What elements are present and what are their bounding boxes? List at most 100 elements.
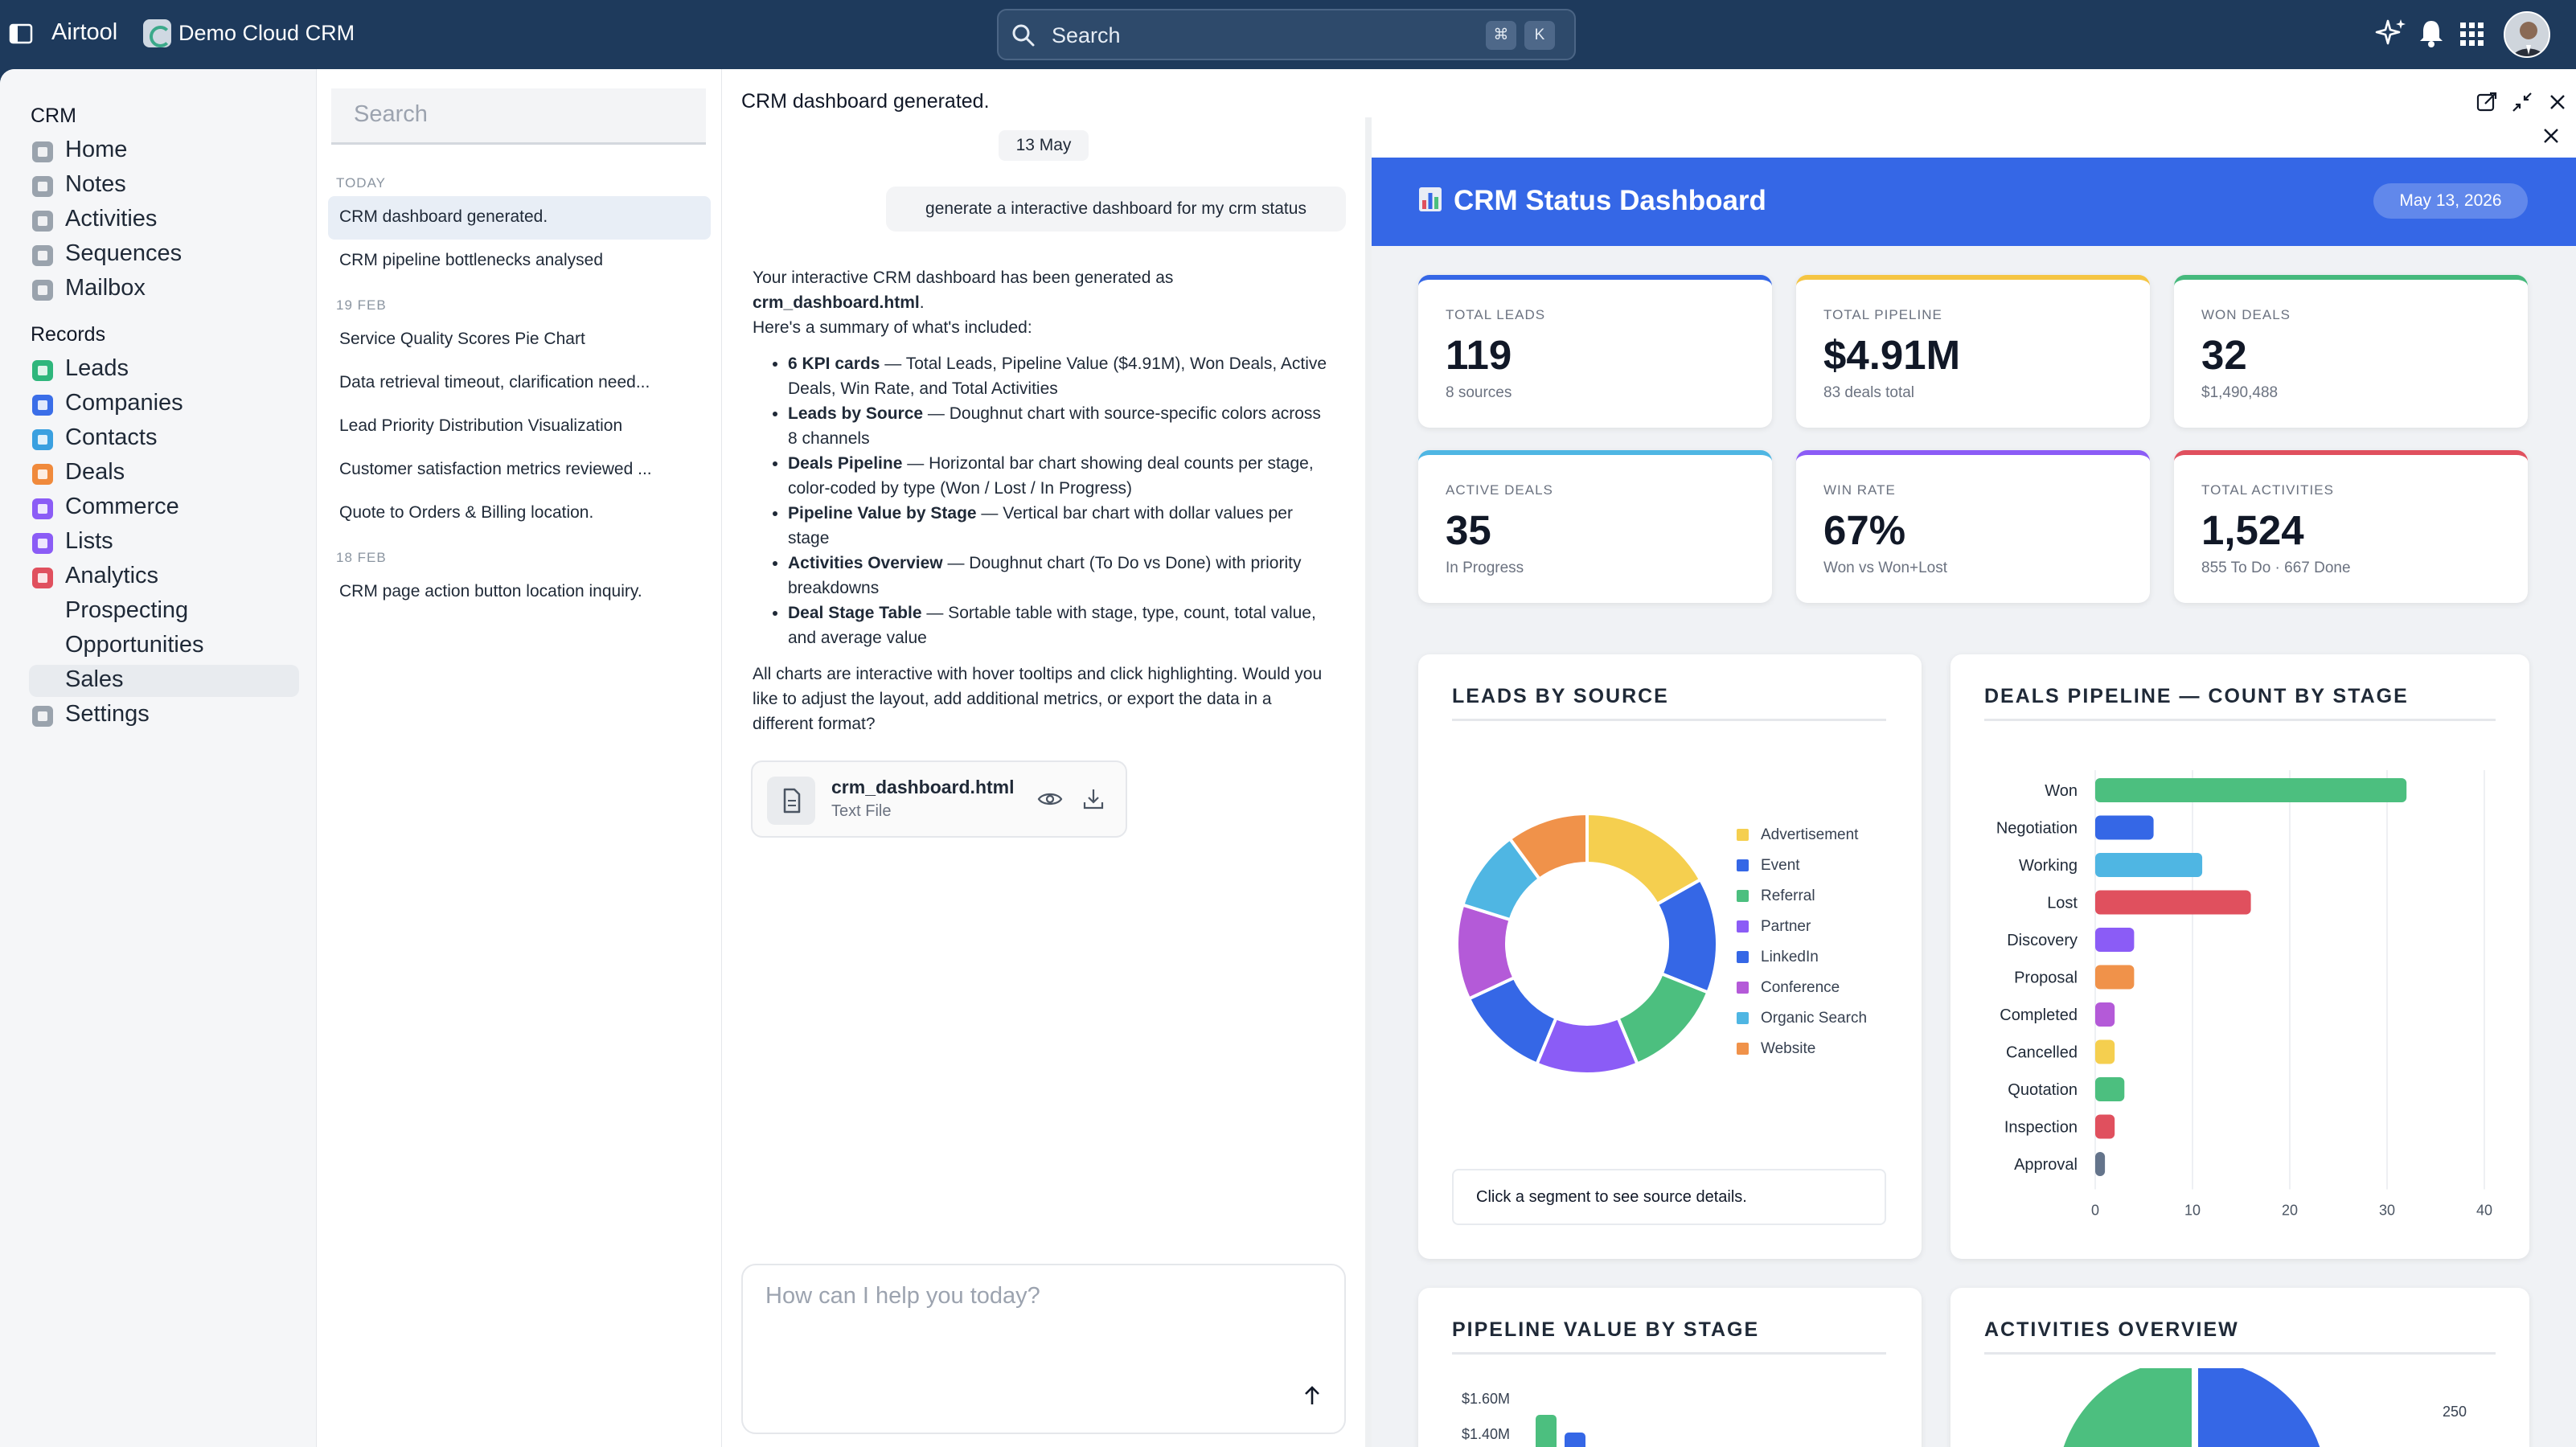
bell-icon[interactable] [2414, 16, 2449, 51]
nav-item-label: Activities [65, 206, 158, 232]
chat-item[interactable]: Lead Priority Distribution Visualization [339, 416, 623, 435]
nav-item-home[interactable]: Home [29, 135, 299, 167]
legend-swatch [1737, 920, 1749, 933]
bar-negotiation[interactable] [2095, 815, 2154, 840]
nav-item-analytics[interactable]: Analytics [29, 561, 299, 593]
category-label: Cancelled [2006, 1044, 2078, 1062]
chat-item[interactable]: Data retrieval timeout, clarification ne… [339, 373, 650, 391]
legend-label[interactable]: Advertisement [1761, 826, 1859, 843]
bullet-bold: Deal Stage Table [788, 604, 922, 622]
file-attachment-card[interactable]: crm_dashboard.html Text File [751, 760, 1127, 838]
chat-search-input[interactable]: Search [331, 88, 706, 145]
kpi-label: TOTAL ACTIVITIES [2201, 482, 2334, 498]
chat-item[interactable]: CRM pipeline bottlenecks analysed [339, 251, 604, 269]
workspace-name[interactable]: Demo Cloud CRM [178, 21, 355, 45]
chat-group-label: 19 FEB [336, 297, 387, 313]
reply-file-name: crm_dashboard.html [753, 293, 920, 312]
legend-label[interactable]: Referral [1761, 887, 1815, 904]
app-name: Airtool [51, 19, 118, 45]
collapse-icon[interactable] [2508, 88, 2536, 116]
nav-item-lists[interactable]: Lists [29, 527, 299, 559]
slice[interactable] [2063, 1368, 2192, 1447]
activities-donut-chart[interactable]: 250 [1950, 1368, 2529, 1447]
download-icon[interactable] [1079, 785, 1108, 814]
close-preview-icon[interactable] [2537, 122, 2565, 150]
composer-placeholder: How can I help you today? [765, 1283, 1040, 1309]
nav-item-sales[interactable]: Sales [29, 665, 299, 697]
bar-quotation[interactable] [2095, 1077, 2125, 1101]
legend-label[interactable]: Partner [1761, 918, 1811, 935]
bar-cancelled[interactable] [2095, 1039, 2115, 1064]
donut-slice-website[interactable] [1507, 811, 1589, 882]
pipeline-bar-chart[interactable]: 0 10 20 30 40 Won Negotiation Working Lost Discov… [1950, 735, 2529, 1249]
nav-item-opportunities[interactable]: Opportunities [29, 630, 299, 662]
bar-inspection[interactable] [2095, 1114, 2115, 1139]
eye-icon[interactable] [1036, 785, 1064, 814]
dashboard-title: CRM Status Dashboard [1418, 185, 1766, 217]
nav-item-deals[interactable]: Deals [29, 457, 299, 490]
slice[interactable] [2198, 1368, 2320, 1447]
legend-label[interactable]: Event [1761, 857, 1800, 874]
nav-heading-records: Records [31, 323, 106, 346]
conversation-scrollbar[interactable] [1365, 117, 1372, 1447]
bar-proposal[interactable] [2095, 965, 2135, 990]
bar-completed[interactable] [2095, 1002, 2115, 1027]
global-search[interactable]: Search ⌘ K [997, 9, 1576, 60]
legend-swatch [1737, 1043, 1749, 1055]
shortcut-key-cmd: ⌘ [1486, 21, 1516, 50]
chat-item[interactable]: Quote to Orders & Billing location. [339, 503, 594, 522]
kpi-card-win-rate[interactable]: WIN RATE 67% Won vs Won+Lost [1796, 450, 2150, 603]
chat-item[interactable]: Service Quality Scores Pie Chart [339, 330, 585, 348]
list-item: Pipeline Value by Stage — Vertical bar c… [788, 501, 1331, 551]
ai-sparkle-icon[interactable] [2373, 16, 2409, 51]
leads-donut-chart[interactable]: Advertisement Event Referral Partner LinkedI… [1418, 735, 1922, 1153]
card-divider [1452, 1352, 1886, 1355]
conversation-title: CRM dashboard generated. [741, 90, 990, 113]
legend-label[interactable]: Conference [1761, 979, 1840, 996]
kpi-card-active-deals[interactable]: ACTIVE DEALS 35 In Progress [1418, 450, 1772, 603]
bar[interactable] [1536, 1415, 1557, 1447]
nav-item-mailbox[interactable]: Mailbox [29, 273, 299, 305]
x-tick-label: 30 [2379, 1203, 2395, 1219]
kpi-card-won-deals[interactable]: WON DEALS 32 $1,490,488 [2174, 275, 2528, 428]
legend-label[interactable]: Organic Search [1761, 1010, 1867, 1027]
close-panel-icon[interactable] [2544, 88, 2571, 116]
bullet-bold: Activities Overview [788, 554, 943, 572]
nav-item-companies[interactable]: Companies [29, 388, 299, 420]
legend-swatch [1737, 1012, 1749, 1024]
apps-grid-icon[interactable] [2454, 16, 2489, 51]
chat-item[interactable]: Customer satisfaction metrics reviewed .… [339, 460, 652, 478]
nav-item-contacts[interactable]: Contacts [29, 423, 299, 455]
kpi-card-total-pipeline[interactable]: TOTAL PIPELINE $4.91M 83 deals total [1796, 275, 2150, 428]
kpi-card-total-activities[interactable]: TOTAL ACTIVITIES 1,524 855 To Do · 667 D… [2174, 450, 2528, 603]
open-external-icon[interactable] [2473, 88, 2500, 116]
pipeline-value-chart[interactable]: $1.60M $1.40M [1418, 1368, 1922, 1447]
chat-item[interactable]: CRM page action button location inquiry. [339, 582, 642, 601]
send-arrow-icon[interactable] [1296, 1379, 1328, 1412]
bar-discovery[interactable] [2095, 928, 2135, 952]
bar-approval[interactable] [2095, 1152, 2106, 1176]
nav-item-notes[interactable]: Notes [29, 170, 299, 202]
message-composer[interactable]: How can I help you today? [741, 1264, 1346, 1434]
bar-working[interactable] [2095, 853, 2203, 877]
nav-item-activities[interactable]: Activities [29, 204, 299, 236]
nav-item-label: Prospecting [65, 597, 189, 623]
legend-label[interactable]: LinkedIn [1761, 949, 1819, 965]
legend-swatch [1737, 951, 1749, 963]
bar[interactable] [1565, 1433, 1585, 1447]
nav-heading-crm: CRM [31, 105, 76, 127]
nav-item-settings[interactable]: Settings [29, 699, 299, 732]
nav-item-sequences[interactable]: Sequences [29, 239, 299, 271]
avatar[interactable] [2504, 11, 2550, 58]
chat-item[interactable]: CRM dashboard generated. [328, 196, 711, 240]
reply-outro: All charts are interactive with hover to… [753, 665, 1323, 733]
nav-item-prospecting[interactable]: Prospecting [29, 596, 299, 628]
x-tick-label: 0 [2091, 1203, 2099, 1219]
sidebar-toggle-icon[interactable] [8, 21, 34, 47]
nav-item-leads[interactable]: Leads [29, 354, 299, 386]
legend-label[interactable]: Website [1761, 1040, 1815, 1057]
bar-won[interactable] [2095, 778, 2407, 802]
bar-lost[interactable] [2095, 890, 2251, 915]
nav-item-commerce[interactable]: Commerce [29, 492, 299, 524]
kpi-card-total-leads[interactable]: TOTAL LEADS 119 8 sources [1418, 275, 1772, 428]
